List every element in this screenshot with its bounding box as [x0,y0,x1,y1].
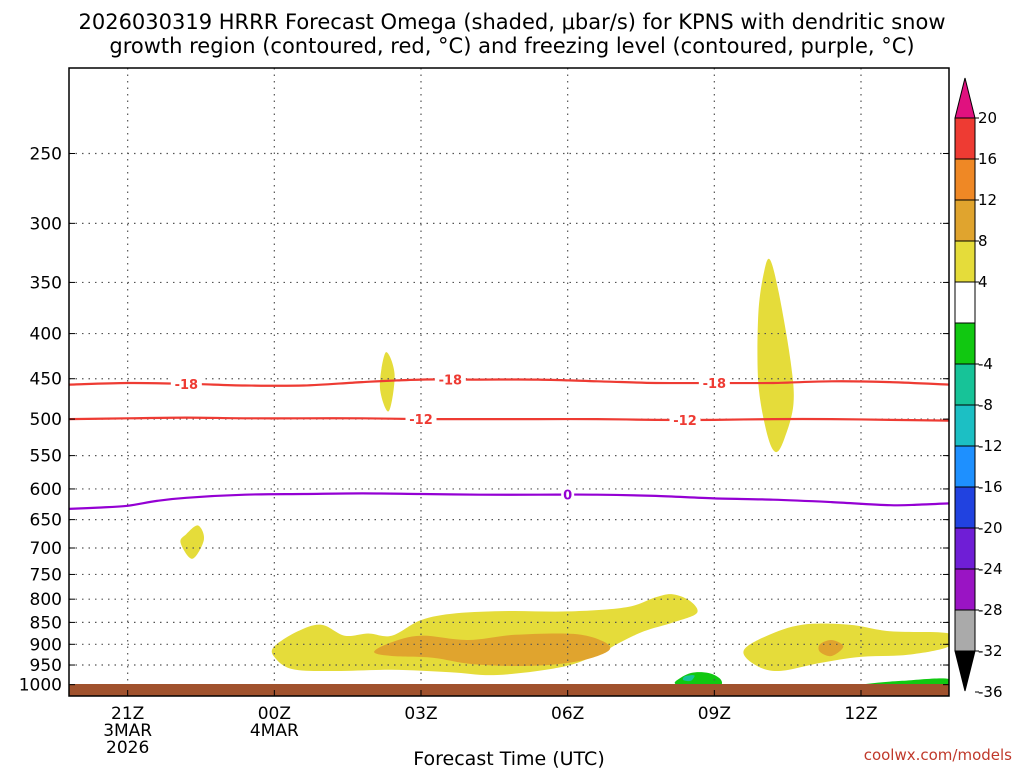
x-tick-label-4-0: 09Z [698,704,731,724]
plot-frame [68,67,950,697]
x-tick-label-0-0: 21Z [111,704,144,724]
x-tick-label-0-1: 3MAR [103,721,152,741]
colorbar-label-10: -24 [978,560,1003,578]
colorbar-legend: 20 16 12 8 4 -4 -8 -12 -16 -20 -24 -28 -32 -36 [954,77,1003,701]
colorbar-bin-11 [954,568,976,611]
contour-label--18: -18 [703,377,727,392]
colorbar-top-arrow [954,77,976,119]
colorbar-label-0: 20 [978,109,997,127]
contour-label-bg [669,412,701,427]
colorbar-bin-10 [954,527,976,570]
chart-title-line-1: 2026030319 HRRR Forecast Omega (shaded, … [78,10,945,34]
omega-region-2-level-4 [757,258,794,453]
y-tick-label-850: 850 [30,613,62,633]
y-tick-label-650: 650 [30,511,62,531]
y-tick-label-950: 950 [30,656,62,676]
y-tick-label-400: 400 [30,325,62,345]
colorbar-label-2: 12 [978,191,997,209]
colorbar-label-8: -16 [978,478,1003,496]
colorbar-bin-4 [954,281,976,324]
chart-title-line-2: growth region (contoured, red, °C) and f… [109,34,914,58]
y-tick-label-350: 350 [30,273,62,293]
x-tick-label-5-0: 12Z [844,704,877,724]
y-tick-label-450: 450 [30,370,62,390]
x-tick-label-2-0: 03Z [404,704,437,724]
colorbar-label-1: 16 [978,150,997,168]
contour-label-0: 0 [563,489,572,504]
contour-label--12: -12 [673,414,697,429]
isotherm-0-line [69,492,949,510]
colorbar-bin-12 [954,609,976,652]
colorbar-label-11: -28 [978,601,1003,619]
omega-region-5-level-4 [743,623,949,672]
ground-surface [69,684,949,696]
y-tick-label-250: 250 [30,144,62,164]
colorbar-label-3: 8 [978,232,988,250]
colorbar-label-12: -32 [978,642,1003,660]
isotherm-contours [69,378,949,510]
omega-region-4-level-8 [374,633,611,667]
x-axis-label: Forecast Time (UTC) [413,748,604,768]
x-tick-label-3-0: 06Z [551,704,584,724]
colorbar-bin-9 [954,486,976,529]
y-tick-label-750: 750 [30,565,62,585]
colorbar-label-5: -4 [978,355,993,373]
colorbar-bin-1 [954,158,976,201]
colorbar-bin-5 [954,322,976,365]
contour-label-bg [434,372,466,387]
omega-region-0-level-4 [180,525,205,559]
colorbar-label-13: -36 [978,683,1003,701]
contour-labels: -18 -18 -18 -12 -12 0 [170,372,730,504]
colorbar-bin-0 [954,117,976,160]
colorbar-label-4: 4 [978,273,988,291]
colorbar-bin-8 [954,445,976,488]
credit-text: coolwx.com/models [864,746,1012,764]
x-tick-label-1-0: 00Z [258,704,291,724]
contour-label-bg [170,376,202,391]
colorbar-bin-6 [954,363,976,406]
isotherm--18-line [69,378,949,387]
y-tick-label-1000: 1000 [19,676,62,696]
colorbar-bottom-arrow [954,650,976,692]
colorbar-bin-3 [954,240,976,283]
contour-label-bg [405,412,437,427]
y-tick-label-700: 700 [30,539,62,559]
x-tick-label-1-1: 4MAR [250,721,299,741]
contour-label-bg [561,487,575,502]
y-tick-label-550: 550 [30,447,62,467]
omega-region-8-level--8 [682,675,695,682]
colorbar-label-6: -8 [978,396,993,414]
y-tick-label-600: 600 [30,480,62,500]
colorbar-bin-7 [954,404,976,447]
y-tick-label-900: 900 [30,635,62,655]
contour-label--18: -18 [175,378,199,393]
grid-lines [69,68,949,696]
contour-label--12: -12 [409,413,433,428]
isotherm--12-line [69,416,949,422]
x-tick-label-0-2: 2026 [106,738,149,758]
y-axis-ticks: 2503003504004505005506006507007508008509… [19,144,949,696]
contour-label-bg [698,375,730,390]
y-tick-label-300: 300 [30,214,62,234]
y-tick-label-800: 800 [30,590,62,610]
colorbar-bin-2 [954,199,976,242]
colorbar-label-9: -20 [978,519,1003,537]
contour-label--18: -18 [439,374,463,389]
colorbar-label-7: -12 [978,437,1003,455]
y-tick-label-500: 500 [30,410,62,430]
